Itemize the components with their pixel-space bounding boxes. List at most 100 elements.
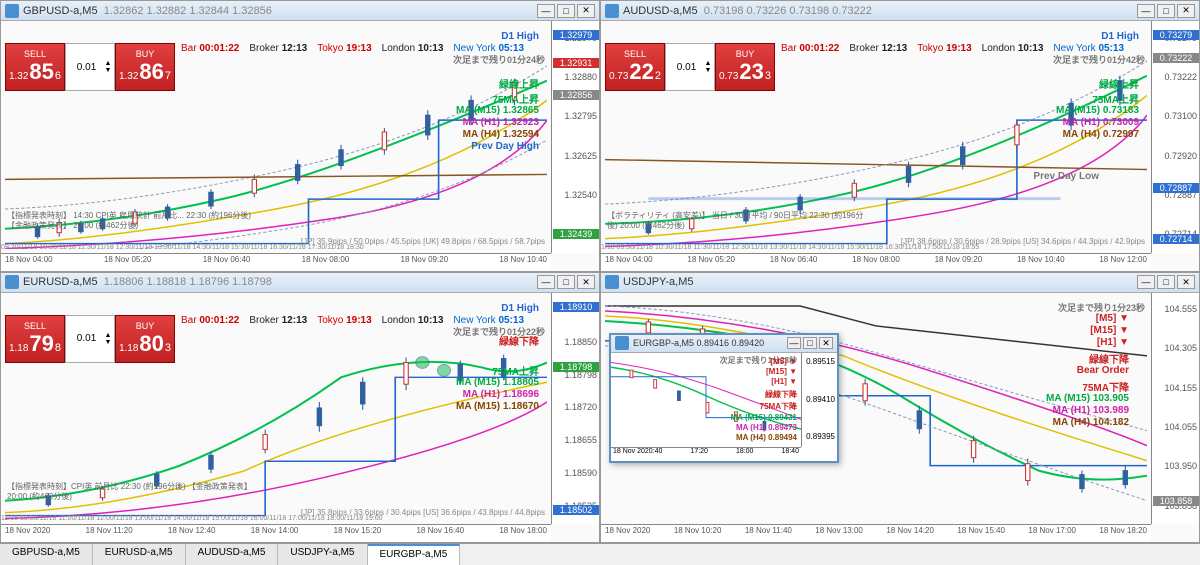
titlebar[interactable]: GBPUSD-a,M5 1.32862 1.32882 1.32844 1.32…: [1, 1, 599, 21]
overlay-label: Bear Order: [1077, 365, 1129, 376]
sell-button[interactable]: SELL 1.18798: [5, 315, 65, 363]
tab-gbpusd-a-m5[interactable]: GBPUSD-a,M5: [0, 544, 93, 565]
maximize-button[interactable]: □: [1157, 4, 1175, 18]
tab-eurusd-a-m5[interactable]: EURUSD-a,M5: [93, 544, 186, 565]
tab-eurgbp-a-m5[interactable]: EURGBP-a,M5: [368, 544, 461, 565]
x-axis: 18 Nov 202018 Nov 10:2018 Nov 11:4018 No…: [601, 524, 1151, 542]
chart-body[interactable]: SELL 1.18798 ▲▼ BUY 1.18803 Bar 00:01:22…: [1, 293, 599, 543]
buy-button[interactable]: BUY 0.73233: [715, 43, 775, 91]
window-title: GBPUSD-a,M5 1.32862 1.32882 1.32844 1.32…: [23, 5, 537, 17]
price-marker: 1.32439: [553, 229, 599, 239]
price-marker: 1.32979: [553, 30, 599, 40]
x-tick: 18 Nov 15:40: [957, 526, 1005, 541]
x-tick: 18 Nov 18:00: [499, 526, 547, 541]
lot-spinners[interactable]: ▲▼: [705, 60, 712, 74]
charts-grid: GBPUSD-a,M5 1.32862 1.32882 1.32844 1.32…: [0, 0, 1200, 543]
overlay-label: MA (H4) 1.32594: [463, 129, 539, 140]
maximize-button[interactable]: □: [1157, 275, 1175, 289]
lot-input[interactable]: [69, 62, 105, 73]
overlay-label: 75MA上昇: [492, 363, 539, 378]
sell-price: 1.32 85 6: [9, 59, 61, 85]
info-left: 【ボラティリティ (高安差)】 当日 / 30日平均 / 90日平均 22:30…: [607, 211, 867, 231]
x-tick: 18 Nov 04:00: [5, 255, 53, 270]
y-tick: 0.73222: [1164, 72, 1197, 82]
y-axis: 0.732790.732220.731000.729200.728870.727…: [1151, 21, 1199, 253]
overlay-label: D1 High: [1101, 31, 1139, 42]
x-tick: 18 Nov 08:00: [852, 255, 900, 270]
x-tick: 18 Nov 10:40: [499, 255, 547, 270]
titlebar[interactable]: AUDUSD-a,M5 0.73198 0.73226 0.73198 0.73…: [601, 1, 1199, 21]
workspace: GBPUSD-a,M5 1.32862 1.32882 1.32844 1.32…: [0, 0, 1200, 565]
close-button[interactable]: ✕: [819, 337, 833, 349]
titlebar[interactable]: EURGBP-a,M5 0.89416 0.89420 — □ ✕: [611, 335, 837, 353]
y-tick: 103.950: [1164, 461, 1197, 471]
tab-usdjpy-a-m5[interactable]: USDJPY-a,M5: [278, 544, 367, 565]
minimize-button[interactable]: —: [787, 337, 801, 349]
overlay-label: 緑線下降: [499, 333, 539, 348]
minimize-button[interactable]: —: [1137, 4, 1155, 18]
chart-body[interactable]: SELL 1.32 85 6 ▲▼ BUY 1.: [1, 21, 599, 271]
close-button[interactable]: ✕: [1177, 275, 1195, 289]
overlay-label: 緑線上昇: [1099, 76, 1139, 91]
buy-button[interactable]: BUY 1.32 86 7: [115, 43, 175, 91]
x-date-row: 11/18 10:00/11/18 11:00/11/18 12:00/11/1…: [1, 515, 551, 522]
tab-audusd-a-m5[interactable]: AUDUSD-a,M5: [186, 544, 279, 565]
window-title: USDJPY-a,M5: [623, 276, 1137, 288]
x-axis: 1/18 09:30/11/18 10:30/11/18 11:30/11/18…: [601, 253, 1151, 271]
x-date-row: 09:30/11/18 10:30/11/18 11:30/11/18 12:3…: [1, 244, 551, 251]
minimize-button[interactable]: —: [537, 275, 555, 289]
x-tick: 18 Nov 14:20: [886, 526, 934, 541]
overlay-label: 緑線下降: [1089, 351, 1129, 366]
sell-button[interactable]: SELL 0.73222: [605, 43, 665, 91]
overlay-label: Prev Day Low: [1033, 171, 1099, 182]
lot-input-box: ▲▼: [65, 315, 115, 363]
maximize-button[interactable]: □: [557, 4, 575, 18]
titlebar[interactable]: EURUSD-a,M5 1.18806 1.18818 1.18796 1.18…: [1, 273, 599, 293]
lot-input[interactable]: [669, 62, 705, 73]
sell-label: SELL: [24, 49, 46, 59]
y-tick: 1.18655: [564, 435, 597, 445]
chart-body[interactable]: SELL 0.73222 ▲▼ BUY 0.73233 Bar 00:01:22…: [601, 21, 1199, 271]
overlay-label: D1 High: [501, 303, 539, 314]
close-button[interactable]: ✕: [577, 4, 595, 18]
overlay-label: MA (M15) 0.89431: [731, 413, 797, 422]
lot-input[interactable]: [69, 333, 105, 344]
y-tick: 0.73100: [1164, 111, 1197, 121]
overlay-label: [M5] ▼: [770, 357, 797, 366]
x-tick: 18 Nov 05:20: [687, 255, 735, 270]
minimize-button[interactable]: —: [1137, 275, 1155, 289]
chart-icon: [615, 336, 629, 350]
price-marker: 0.72887: [1153, 183, 1199, 193]
maximize-button[interactable]: □: [803, 337, 817, 349]
overlay-label: 緑線下降: [765, 389, 797, 400]
price-marker: 1.18798: [553, 362, 599, 372]
close-button[interactable]: ✕: [577, 275, 595, 289]
x-axis: 11/18 10:00/11/18 11:00/11/18 12:00/11/1…: [1, 524, 551, 542]
overlay-label: 75MA下降: [1082, 379, 1129, 394]
lot-spinners[interactable]: ▲▼: [105, 332, 112, 346]
sell-button[interactable]: SELL 1.32 85 6: [5, 43, 65, 91]
y-axis: 1.189101.188501.187981.187201.186551.185…: [551, 293, 599, 525]
overlay-label: MA (H1) 0.89473: [736, 423, 797, 432]
overlay-label: MA (H1) 0.73009: [1063, 117, 1139, 128]
x-date-row: 1/18 09:30/11/18 10:30/11/18 11:30/11/18…: [601, 244, 1151, 251]
overlay-label: [M15] ▼: [1090, 325, 1129, 336]
x-tick: 18 Nov 17:00: [1028, 526, 1076, 541]
buy-button[interactable]: BUY 1.18803: [115, 315, 175, 363]
maximize-button[interactable]: □: [557, 275, 575, 289]
close-button[interactable]: ✕: [1177, 4, 1195, 18]
lot-input-box: ▲▼: [65, 43, 115, 91]
y-tick: 0.72920: [1164, 151, 1197, 161]
chart-body[interactable]: 次足まで残り1分23秒: [601, 293, 1199, 543]
floating-chart-eurgbp[interactable]: EURGBP-a,M5 0.89416 0.89420 — □ ✕: [609, 333, 839, 463]
price-marker: 0.72714: [1153, 234, 1199, 244]
lot-spinners[interactable]: ▲▼: [105, 60, 112, 74]
minimize-button[interactable]: —: [537, 4, 555, 18]
overlay-label: 緑線上昇: [499, 76, 539, 91]
x-tick: 18 Nov 18:20: [1099, 526, 1147, 541]
overlay-label: MA (H1) 103.989: [1053, 405, 1129, 416]
timebar: Bar 00:01:22 Broker 12:13 Tokyo 19:13 Lo…: [781, 43, 1149, 54]
lot-input-box: ▲▼: [665, 43, 715, 91]
overlay-label: MA (M15) 0.73183: [1056, 105, 1139, 116]
titlebar[interactable]: USDJPY-a,M5 — □ ✕: [601, 273, 1199, 293]
